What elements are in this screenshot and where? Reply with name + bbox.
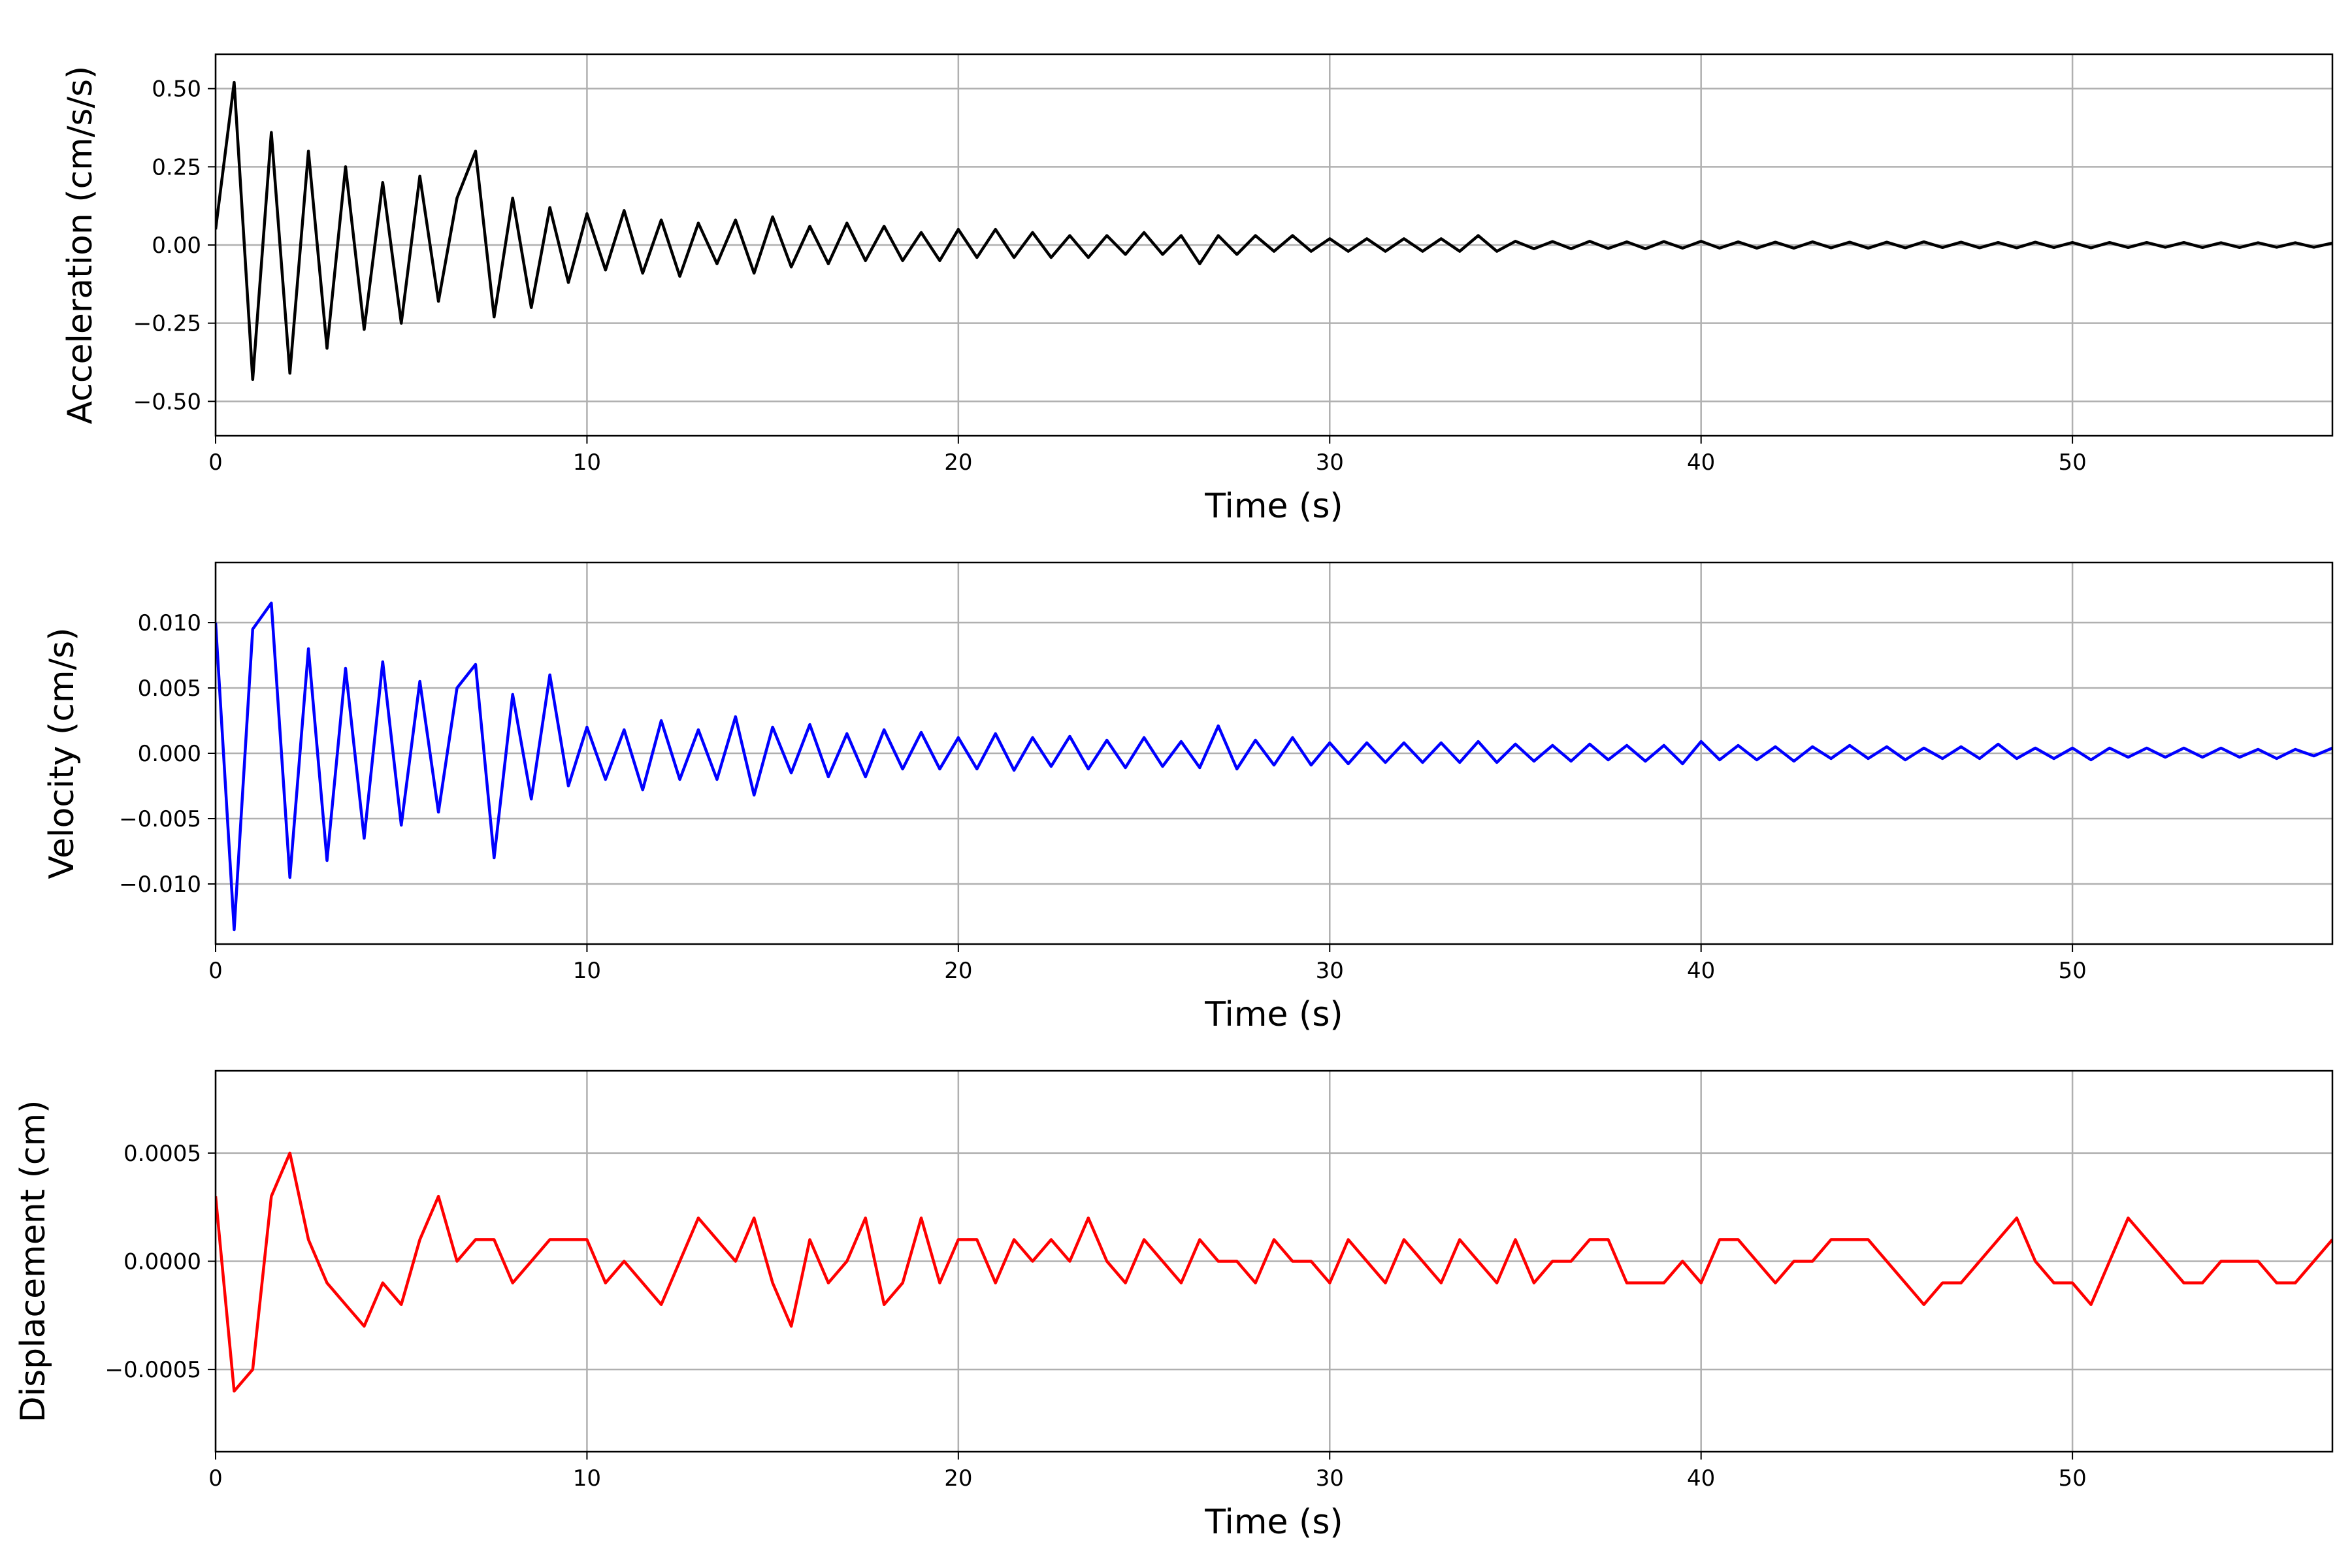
x-tick-label: 20 [944, 1465, 972, 1492]
x-tick-label: 30 [1316, 1465, 1344, 1492]
x-axis-label: Time (s) [1204, 995, 1343, 1034]
series-line [216, 601, 2332, 932]
x-tick-label: 20 [944, 958, 972, 984]
subplot-2: 0 10 20 30 40 50 0.010 0.005 0.000 −0.005 −0.010 Ti… [42, 561, 2334, 1034]
x-tick-label: 0 [208, 449, 223, 476]
y-axis-label: Displacement (cm) [14, 1100, 53, 1423]
subplot-1: 0 10 20 30 40 50 0.50 0.25 0.00 −0.25 −0.50 Time (s… [61, 53, 2334, 526]
y-tick-label: 0.010 [138, 610, 201, 636]
y-axis-label: Acceleration (cm/s/s) [61, 66, 100, 425]
y-tick-label: −0.50 [133, 389, 201, 415]
subplot-3: 0 10 20 30 40 50 0.0005 0.0000 −0.0005 Time (s) Di… [14, 1070, 2334, 1542]
x-tick-label: 20 [944, 449, 972, 476]
x-axis-label: Time (s) [1204, 1503, 1343, 1542]
y-tick-label: −0.010 [119, 872, 201, 898]
y-tick-label: −0.005 [119, 806, 201, 832]
x-tick-label: 30 [1316, 449, 1344, 476]
x-tick-label: 40 [1687, 958, 1715, 984]
y-axis-label: Velocity (cm/s) [42, 628, 82, 879]
x-tick-label: 50 [2058, 958, 2086, 984]
y-tick-label: 0.0005 [123, 1141, 201, 1167]
y-tick-label: 0.0000 [123, 1249, 201, 1275]
y-tick-label: 0.50 [152, 76, 201, 103]
x-tick-label: 50 [2058, 1465, 2086, 1492]
y-tick-label: −0.25 [133, 311, 201, 337]
axes-frame [214, 1070, 2334, 1453]
x-tick-label: 40 [1687, 449, 1715, 476]
x-tick-label: 50 [2058, 449, 2086, 476]
x-tick-label: 10 [573, 1465, 601, 1492]
axes-frame [214, 561, 2334, 945]
y-tick-label: 0.000 [138, 741, 201, 767]
series-line [216, 80, 2332, 382]
x-axis-label: Time (s) [1204, 487, 1343, 526]
series-line [216, 1151, 2332, 1393]
x-tick-label: 40 [1687, 1465, 1715, 1492]
y-tick-label: 0.005 [138, 676, 201, 702]
x-tick-label: 0 [208, 958, 223, 984]
x-tick-label: 10 [573, 449, 601, 476]
x-tick-label: 30 [1316, 958, 1344, 984]
y-tick-label: 0.00 [152, 233, 201, 259]
y-tick-label: 0.25 [152, 154, 201, 180]
y-tick-label: −0.0005 [105, 1357, 201, 1383]
axes-frame [214, 53, 2334, 437]
x-tick-label: 0 [208, 1465, 223, 1492]
x-tick-label: 10 [573, 958, 601, 984]
